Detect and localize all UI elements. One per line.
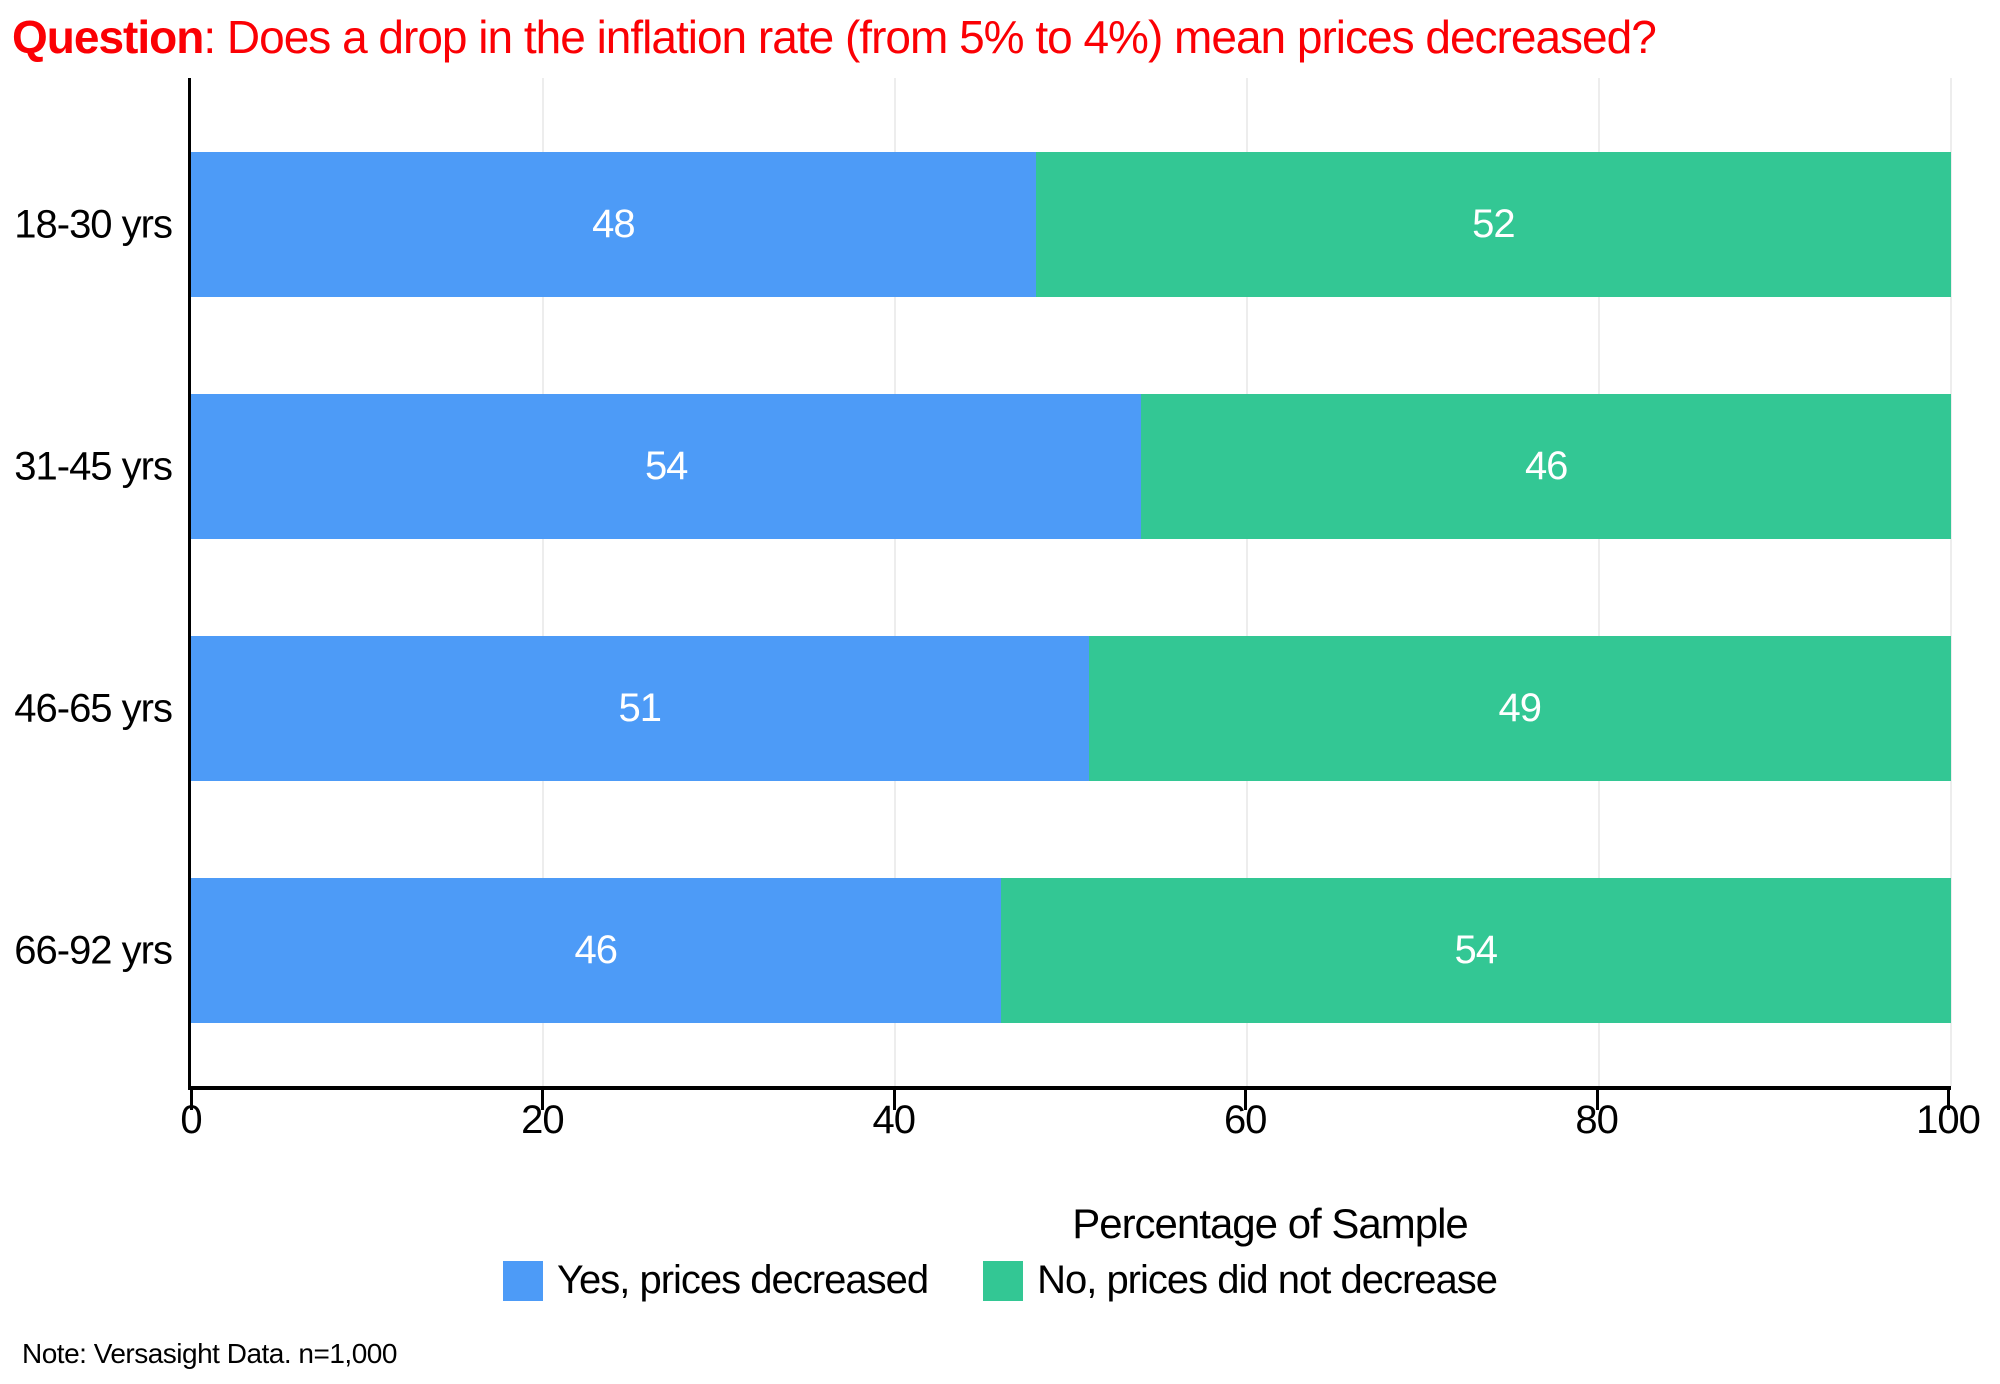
legend-swatch-yes: [502, 1260, 543, 1301]
source-note: Note: Versasight Data. n=1,000: [22, 1338, 397, 1369]
x-tick-label-20: 20: [521, 1098, 564, 1142]
bar-value-label: 49: [1498, 686, 1542, 730]
legend-swatch-no: [983, 1260, 1024, 1301]
bar-segment-yes: 48: [191, 152, 1036, 297]
chart-title-bold: Question: [12, 11, 204, 63]
x-tick-mark-80: [1595, 1090, 1599, 1110]
bar-segment-yes: 51: [191, 636, 1089, 781]
category-label-66-92-yrs: 66-92 yrs: [14, 928, 173, 972]
legend-item-yes: Yes, prices decreased: [502, 1258, 929, 1303]
bar-segment-yes: 54: [191, 394, 1142, 539]
bar-segment-no: 52: [1035, 152, 1951, 297]
bar-segment-no: 46: [1141, 394, 1951, 539]
chart-title-rest: : Does a drop in the inflation rate (fro…: [203, 11, 1656, 63]
bar-value-label: 52: [1472, 202, 1515, 246]
bar-row-66-92-yrs: 46 54: [191, 878, 1951, 1023]
bar-value-label: 54: [1454, 928, 1498, 972]
legend: Yes, prices decreased No, prices did not …: [0, 1258, 2000, 1303]
x-tick-label-80: 80: [1575, 1098, 1618, 1142]
gridline-80: [1598, 78, 1600, 1086]
bar-value-label: 48: [592, 202, 635, 246]
bar-value-label: 46: [1524, 444, 1568, 488]
x-tick-mark-60: [1244, 1090, 1248, 1110]
chart-title: Question: Does a drop in the inflation r…: [12, 10, 1657, 64]
x-axis-title: Percentage of Sample: [1072, 1200, 1469, 1247]
bar-row-31-45-yrs: 54 46: [191, 394, 1951, 539]
legend-label-no: No, prices did not decrease: [1037, 1258, 1498, 1302]
bar-segment-yes: 46: [191, 878, 1001, 1023]
category-label-18-30-yrs: 18-30 yrs: [14, 202, 173, 246]
bar-value-label: 51: [618, 686, 662, 730]
plot-area: 48 52 54 46 51 49 46 54: [188, 78, 1952, 1090]
bar-segment-no: 49: [1088, 636, 1951, 781]
gridline-100: [1950, 78, 1952, 1086]
category-label-31-45-yrs: 31-45 yrs: [14, 444, 173, 488]
gridline-60: [1246, 78, 1248, 1086]
x-tick-label-0: 0: [180, 1098, 202, 1142]
x-tick-mark-0: [190, 1090, 193, 1110]
bar-value-label: 46: [574, 928, 618, 972]
category-label-46-65-yrs: 46-65 yrs: [14, 686, 173, 730]
x-tick-label-40: 40: [872, 1098, 916, 1142]
x-tick-mark-100: [1947, 1090, 1950, 1110]
gridline-20: [542, 78, 544, 1086]
legend-item-no: No, prices did not decrease: [983, 1258, 1498, 1303]
bar-row-18-30-yrs: 48 52: [191, 152, 1951, 297]
bar-value-label: 54: [644, 444, 688, 488]
x-tick-mark-20: [541, 1090, 545, 1110]
legend-label-yes: Yes, prices decreased: [556, 1258, 929, 1302]
bar-segment-no: 54: [1000, 878, 1951, 1023]
bar-row-46-65-yrs: 51 49: [191, 636, 1951, 781]
x-tick-label-60: 60: [1223, 1098, 1267, 1142]
gridline-40: [894, 78, 896, 1086]
x-tick-label-100: 100: [1916, 1098, 1981, 1142]
x-tick-mark-40: [892, 1090, 896, 1110]
